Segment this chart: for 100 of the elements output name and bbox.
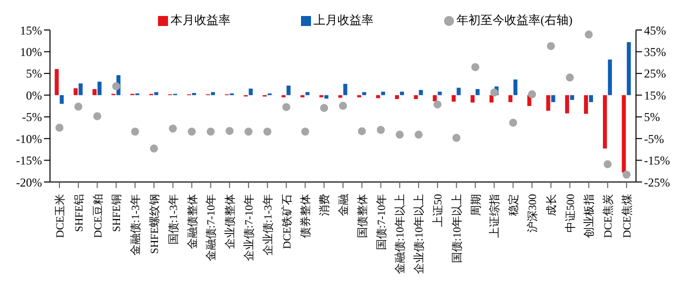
bar — [622, 95, 626, 172]
point — [434, 100, 442, 108]
y2-tick-label: -15% — [644, 154, 670, 168]
point — [55, 124, 64, 132]
legend-label: 上月收益率 — [314, 12, 374, 29]
point — [546, 42, 555, 50]
x-tick-label: 中证500 — [564, 194, 577, 232]
point — [528, 90, 536, 98]
bar — [546, 95, 550, 111]
x-tick-label: 企业债:7-10年 — [242, 194, 256, 262]
bar — [438, 92, 442, 96]
point — [206, 128, 215, 136]
legend-label: 年初至今收益率(右轴) — [456, 12, 572, 29]
x-tick-label: 上证50 — [432, 194, 445, 227]
x-tick-label: 上证综指 — [488, 194, 502, 238]
x-tick-label: DCE铁矿石 — [280, 194, 294, 249]
x-tick-label: 企业债整体 — [224, 194, 237, 249]
x-tick-label: 稳定 — [507, 194, 520, 216]
bar — [362, 92, 366, 96]
bar — [551, 95, 556, 102]
point — [414, 130, 423, 139]
bar — [452, 95, 456, 102]
bar — [343, 84, 348, 96]
bar — [476, 89, 480, 96]
bar — [456, 88, 461, 96]
bar — [286, 86, 291, 96]
bar — [490, 95, 494, 103]
y2-tick-label: -5% — [644, 132, 664, 146]
point — [452, 134, 460, 142]
bar — [92, 89, 97, 96]
x-tick-label: 金融债:10年以上 — [394, 194, 407, 274]
bar — [74, 88, 78, 96]
y2-tick-label: 35% — [644, 44, 666, 59]
x-tick-label: DCE焦煤 — [622, 194, 634, 238]
point — [263, 128, 272, 136]
x-tick-label: 金融债整体 — [186, 194, 199, 249]
bar — [54, 69, 59, 96]
bar — [381, 92, 386, 96]
point — [358, 127, 366, 136]
bar — [376, 95, 380, 98]
point — [131, 128, 140, 136]
x-tick-label: 金融债:1-3年 — [130, 194, 142, 256]
bar — [418, 90, 423, 96]
y-tick-label: 0% — [26, 88, 42, 102]
point — [188, 128, 196, 136]
x-tick-label: 企业债:10年以上 — [412, 194, 426, 274]
y2-tick-label: 25% — [644, 66, 666, 81]
x-tick-label: 金融 — [338, 194, 350, 216]
x-tick-label: 创业板指 — [582, 194, 596, 238]
point — [226, 126, 234, 135]
x-tick-label: 国债整体 — [356, 194, 369, 238]
x-tick-label: 企业债:1-3年 — [261, 194, 274, 256]
x-tick-label: DCE焦炭 — [602, 194, 615, 238]
x-tick-label: 成长 — [544, 194, 558, 216]
point — [490, 88, 498, 97]
point — [150, 144, 158, 153]
bar — [78, 83, 83, 96]
x-tick-label: 国债:1-3年 — [168, 194, 180, 245]
x-tick-label: SHFE铜 — [111, 194, 124, 232]
bar — [98, 82, 102, 96]
y-tick-label: -10% — [16, 132, 42, 146]
point — [622, 170, 631, 179]
y2-tick-label: 45% — [644, 23, 666, 38]
y-tick-label: 15% — [20, 23, 42, 38]
point — [566, 74, 574, 82]
point — [396, 130, 404, 139]
bar — [608, 60, 612, 96]
y-tick-label: -5% — [22, 110, 42, 124]
point — [471, 63, 480, 72]
bar — [338, 95, 342, 98]
bar — [192, 92, 196, 96]
y-tick-label: -15% — [16, 154, 42, 168]
x-tick-label: 金融债:7-10年 — [206, 194, 218, 262]
point — [168, 124, 177, 133]
bar — [602, 95, 607, 149]
bar — [565, 95, 570, 114]
point — [604, 160, 612, 168]
point — [93, 112, 102, 120]
point — [282, 103, 290, 112]
bar — [305, 92, 310, 96]
x-tick-label: SHFE螺纹钢 — [148, 194, 161, 254]
point — [584, 30, 593, 39]
bar — [394, 95, 399, 100]
bar — [414, 95, 418, 100]
bar — [400, 92, 404, 96]
x-tick-label: 沪深300 — [526, 194, 540, 232]
bar — [60, 95, 64, 104]
x-tick-label: 周期 — [470, 194, 482, 216]
point — [320, 104, 328, 112]
bar — [513, 80, 518, 96]
x-tick-label: SHFE铝 — [73, 194, 86, 232]
x-tick-label: 债券整体 — [299, 194, 312, 238]
y2-tick-label: 15% — [644, 88, 666, 102]
x-tick-label: 消费 — [318, 194, 332, 216]
y-tick-label: 5% — [26, 66, 42, 81]
point — [376, 126, 385, 134]
bar — [584, 95, 588, 114]
point — [244, 128, 252, 136]
x-tick-label: 国债:7-10年 — [376, 194, 388, 250]
bar — [154, 92, 158, 96]
